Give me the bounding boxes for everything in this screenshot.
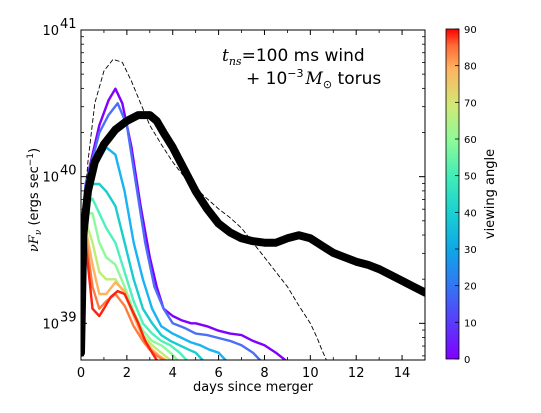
y-tick-exponent: 39 bbox=[60, 310, 77, 325]
x-axis-title: days since merger bbox=[193, 380, 314, 395]
colorbar-tick-label: 30 bbox=[464, 245, 477, 256]
series-dashed bbox=[81, 58, 327, 360]
colorbar-tick-label: 60 bbox=[464, 135, 477, 146]
colorbar-ticks: 0 10 20 30 40 50 60 70 80 90 bbox=[455, 25, 477, 366]
annotation-rest: =100 ms wind bbox=[242, 46, 365, 66]
y-axis-units-exponent: −1 bbox=[26, 153, 36, 166]
x-tick-label: 4 bbox=[169, 366, 177, 381]
x-tick-label: 2 bbox=[123, 366, 131, 381]
y-axis-units-close: ) bbox=[27, 148, 42, 153]
colorbar-tick-label: 80 bbox=[464, 62, 477, 73]
annotation-subscript: ns bbox=[229, 55, 242, 68]
series-angle-45 bbox=[81, 197, 188, 360]
series-angle-35 bbox=[81, 182, 204, 360]
annotation-symbol: t bbox=[222, 46, 229, 66]
series-angle-55 bbox=[81, 212, 179, 360]
colorbar-tick-label: 0 bbox=[464, 355, 470, 366]
y-tick-exponent: 41 bbox=[60, 17, 77, 32]
colorbar-title: viewing angle bbox=[483, 149, 498, 239]
x-tick-label: 14 bbox=[394, 366, 411, 381]
y-axis-symbol: νF bbox=[27, 234, 42, 252]
y-axis-title: νFν (ergs sec−1) bbox=[26, 148, 44, 252]
colorbar-tick-label: 10 bbox=[464, 318, 477, 329]
colorbar-tick-label: 50 bbox=[464, 172, 477, 183]
series-thick-black bbox=[81, 111, 425, 357]
annotation-suffix: torus bbox=[332, 69, 381, 89]
series-angle-88 bbox=[81, 241, 158, 360]
series-angle-25 bbox=[81, 146, 227, 360]
y-axis-subscript: ν bbox=[34, 229, 44, 235]
annotation-exponent: −3 bbox=[287, 67, 303, 80]
series-layer bbox=[81, 58, 425, 360]
colorbar-tick-label: 20 bbox=[464, 282, 477, 293]
colorbar-tick-label: 90 bbox=[464, 25, 477, 36]
colorbar bbox=[445, 28, 460, 360]
y-tick-label: 10 bbox=[42, 24, 59, 39]
y-tick-exponent: 40 bbox=[60, 164, 77, 179]
series-angle-0 bbox=[81, 87, 287, 360]
annotation-line-1: tns=100 ms wind bbox=[222, 46, 365, 68]
x-tick-label: 0 bbox=[77, 366, 85, 381]
series-angle-15 bbox=[81, 102, 262, 360]
annotation-sun-symbol: ⊙ bbox=[323, 78, 332, 91]
colorbar-tick-label: 70 bbox=[464, 98, 477, 109]
y-tick-label: 10 bbox=[42, 317, 59, 332]
plot-frame bbox=[80, 29, 426, 361]
annotation-line-2: + 10−3 M⊙ torus bbox=[246, 67, 381, 91]
y-axis-units: (ergs sec bbox=[27, 166, 42, 229]
x-tick-label: 8 bbox=[260, 366, 268, 381]
y-tick-label: 10 bbox=[42, 171, 59, 186]
x-tick-label: 10 bbox=[302, 366, 319, 381]
series-angle-72 bbox=[81, 226, 168, 360]
x-tick-label: 6 bbox=[214, 366, 222, 381]
annotation-mass-symbol: M bbox=[305, 69, 324, 89]
annotation-prefix: + 10 bbox=[246, 69, 287, 89]
x-tick-label: 12 bbox=[348, 366, 365, 381]
colorbar-tick-label: 40 bbox=[464, 208, 477, 219]
